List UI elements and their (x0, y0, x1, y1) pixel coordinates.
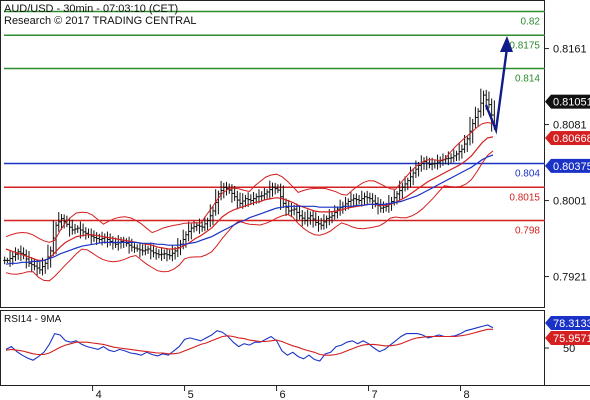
moving-averages (5, 121, 494, 282)
last-price-badge-label: 0.81051 (553, 97, 590, 109)
price-tick-label: 0.7921 (553, 272, 587, 284)
rsi-ma-value-badge-pointer (545, 331, 551, 345)
rsi-value-badge (551, 316, 590, 330)
chart-title: AUD/USD - 30min - 07:03:10 (CET) (4, 3, 178, 15)
rsi-value-badge-label: 78.3133 (553, 318, 590, 330)
rsi-lines (5, 324, 494, 362)
price-tick-label: 0.8161 (553, 44, 587, 56)
rsi-line (5, 324, 494, 362)
price-tick-label: 0.8081 (553, 120, 587, 132)
last-price-badge-pointer (545, 94, 551, 109)
red-ma-badge (551, 131, 590, 146)
forecast-arrow (484, 36, 513, 135)
level-0-814-label: 0.814 (515, 74, 540, 85)
time-axis: 4 5 6 7 8 (92, 386, 470, 400)
level-0-82-label: 0.82 (521, 17, 541, 28)
red-ma-badge-label: 0.80668 (553, 133, 590, 145)
rsi-badges: 78.3133 75.9571 (545, 316, 590, 345)
red-ma-badge-pointer (545, 131, 551, 146)
level-0-798-label: 0.798 (515, 226, 540, 237)
blue-ma-badge-label: 0.80375 (553, 161, 590, 173)
time-tick-label: 6 (280, 389, 286, 400)
level-0-8175-label: 0.8175 (509, 40, 540, 51)
rsi-value-badge-pointer (545, 316, 551, 330)
rsi-tick-label: 50 (563, 343, 575, 355)
chart-subtitle: Research © 2017 TRADING CENTRAL (4, 15, 197, 27)
price-axis: 0.8161 0.8081 0.8001 0.7921 (545, 44, 587, 284)
price-panel-frame (0, 0, 545, 308)
level-0-804-label: 0.804 (515, 169, 540, 180)
blue-ma-badge-pointer (545, 158, 551, 173)
rsi-title: RSI14 - 9MA (4, 314, 62, 325)
blue-ma-badge (551, 158, 590, 173)
time-tick-label: 7 (372, 389, 378, 400)
last-price-badge (551, 94, 590, 109)
bollinger-lower-band (5, 150, 494, 282)
price-badges: 0.81051 0.80668 0.80375 (545, 94, 590, 173)
red-moving-average (5, 136, 494, 261)
bollinger-upper-band (5, 121, 494, 243)
time-tick-label: 4 (96, 389, 102, 400)
rsi-ma-line (5, 328, 493, 356)
rsi-ma-value-badge (551, 331, 590, 345)
blue-moving-average (5, 154, 494, 265)
level-0-8015-label: 0.8015 (509, 192, 540, 203)
rsi-ma-value-badge-label: 75.9571 (553, 333, 590, 345)
price-tick-label: 0.8001 (553, 196, 587, 208)
time-tick-label: 8 (464, 389, 470, 400)
rsi-axis: 50 (545, 343, 575, 355)
time-tick-label: 5 (188, 389, 194, 400)
